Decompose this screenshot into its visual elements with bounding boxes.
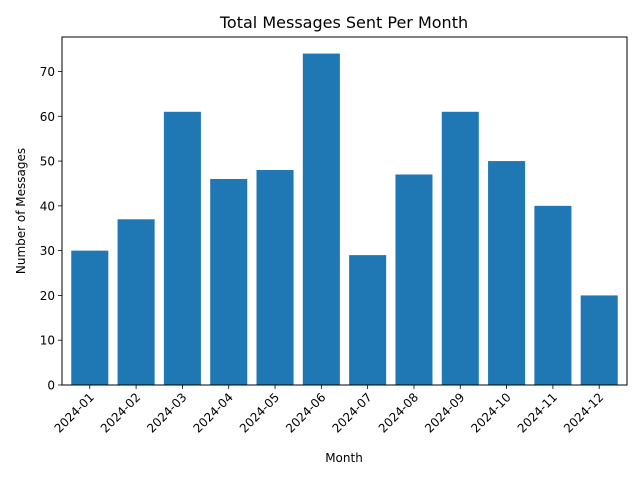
x-tick-label: 2024-08 xyxy=(376,390,421,435)
bar-2024-11 xyxy=(534,205,572,385)
y-tick-label: 40 xyxy=(40,199,55,213)
x-tick-label: 2024-03 xyxy=(144,390,189,435)
x-tick-label: 2024-12 xyxy=(561,390,606,435)
x-tick-label: 2024-05 xyxy=(237,390,282,435)
x-tick-label: 2024-06 xyxy=(283,390,328,435)
bars xyxy=(71,53,618,386)
bar-2024-10 xyxy=(488,161,526,385)
y-tick-label: 70 xyxy=(40,65,55,79)
bar-2024-09 xyxy=(441,111,479,386)
y-tick-label: 50 xyxy=(40,155,55,169)
x-tick-label: 2024-01 xyxy=(52,390,97,435)
y-axis-label: Number of Messages xyxy=(14,148,28,274)
y-tick-label: 20 xyxy=(40,289,55,303)
x-axis-label: Month xyxy=(325,451,363,465)
y-tick-label: 60 xyxy=(40,110,55,124)
bar-2024-08 xyxy=(395,174,433,385)
x-tick-label: 2024-11 xyxy=(515,390,560,435)
bar-2024-03 xyxy=(163,111,201,386)
bar-2024-07 xyxy=(349,255,387,385)
y-axis: 0 10 20 30 40 50 60 70 xyxy=(40,65,62,393)
bar-2024-02 xyxy=(117,219,155,385)
bar-2024-04 xyxy=(210,178,248,385)
x-tick-label: 2024-07 xyxy=(329,390,374,435)
bar-2024-12 xyxy=(580,295,618,385)
bar-2024-01 xyxy=(71,250,109,385)
y-tick-label: 30 xyxy=(40,244,55,258)
x-axis: 2024-01 2024-02 2024-03 2024-04 2024-05 2024-… xyxy=(52,385,606,436)
chart-title: Total Messages Sent Per Month xyxy=(219,13,468,32)
x-tick-label: 2024-02 xyxy=(98,390,143,435)
x-tick-label: 2024-04 xyxy=(190,390,235,435)
bar-2024-05 xyxy=(256,170,294,385)
y-tick-label: 0 xyxy=(47,379,55,393)
plot-frame xyxy=(61,36,628,386)
x-tick-label: 2024-09 xyxy=(422,390,467,435)
bar-2024-06 xyxy=(302,53,340,385)
y-tick-label: 10 xyxy=(40,334,55,348)
x-tick-label: 2024-10 xyxy=(468,390,513,435)
